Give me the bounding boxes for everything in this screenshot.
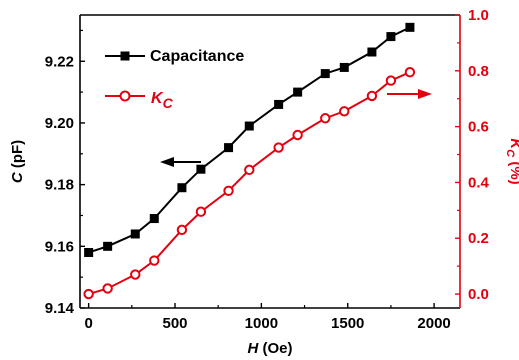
data-point-capacitance xyxy=(274,99,284,109)
y-right-tick-label: 0.6 xyxy=(468,119,489,136)
x-tick-label: 500 xyxy=(162,315,187,332)
annotations xyxy=(160,89,432,167)
data-point-kc xyxy=(149,255,160,266)
y-right-tick-label: 0.2 xyxy=(468,230,489,247)
data-point-capacitance xyxy=(339,62,349,72)
data-point-kc xyxy=(385,75,397,86)
data-point-kc xyxy=(244,164,255,176)
y-right-tick-label: 0.0 xyxy=(468,286,489,303)
data-point-capacitance xyxy=(405,22,415,32)
data-point-capacitance xyxy=(177,183,187,193)
y-right-tick-label: 0.8 xyxy=(468,63,489,80)
data-point-kc xyxy=(339,106,350,117)
data-point-kc xyxy=(195,206,207,217)
data-point-capacitance xyxy=(224,143,234,153)
y-right-tick-label: 0.4 xyxy=(468,174,490,191)
y-left-tick-label: 9.16 xyxy=(45,238,74,255)
x-tick-label: 2000 xyxy=(417,315,450,332)
legend: Capacitance KC xyxy=(105,48,244,111)
data-point-kc xyxy=(366,90,378,102)
y-left-tick-label: 9.18 xyxy=(45,177,74,194)
x-tick-label: 1500 xyxy=(331,315,364,332)
data-point-kc xyxy=(130,269,141,280)
legend-marker-capacitance xyxy=(120,51,130,61)
data-point-kc xyxy=(404,67,416,78)
y-left-tick-label: 9.22 xyxy=(45,53,74,70)
y-right-axis-title: KC (%) xyxy=(504,138,519,184)
legend-marker-kc xyxy=(119,90,131,102)
y-right-tick-label: 1.0 xyxy=(468,7,489,24)
y-left-tick-label: 9.14 xyxy=(45,300,75,317)
data-point-kc xyxy=(273,142,284,153)
data-point-capacitance xyxy=(196,164,206,174)
data-point-kc xyxy=(320,113,331,124)
axis-ticks: 0 500 1000 1500 2000 9.14 9.16 9.18 9.20 9.22 0.0 0… xyxy=(45,7,490,332)
series-layer xyxy=(83,22,416,300)
data-point-kc xyxy=(176,224,188,236)
y-left-axis-title: C (pF) xyxy=(9,140,26,183)
data-point-capacitance xyxy=(149,214,159,224)
data-point-capacitance xyxy=(103,241,113,251)
data-point-capacitance xyxy=(320,69,330,79)
data-point-capacitance xyxy=(386,32,396,42)
arrow-left-head xyxy=(160,157,174,167)
data-point-capacitance xyxy=(367,47,377,57)
plot-frame xyxy=(79,14,461,309)
data-point-kc xyxy=(102,283,113,294)
y-left-tick-label: 9.20 xyxy=(45,115,74,132)
x-tick-label: 0 xyxy=(84,315,92,332)
data-point-capacitance xyxy=(244,121,254,131)
arrow-right-head xyxy=(418,89,432,99)
data-point-capacitance xyxy=(84,247,94,257)
x-axis-title: H (Oe) xyxy=(247,340,292,357)
data-point-kc xyxy=(223,185,234,197)
data-point-kc xyxy=(83,288,94,300)
axis-titles: H (Oe) C (pF) KC (%) xyxy=(9,138,519,357)
data-point-capacitance xyxy=(293,87,303,97)
data-point-kc xyxy=(292,129,303,141)
legend-label-capacitance: Capacitance xyxy=(150,48,244,65)
legend-label-kc: KC xyxy=(151,90,174,111)
data-point-capacitance xyxy=(130,229,140,239)
x-tick-label: 1000 xyxy=(245,315,278,332)
